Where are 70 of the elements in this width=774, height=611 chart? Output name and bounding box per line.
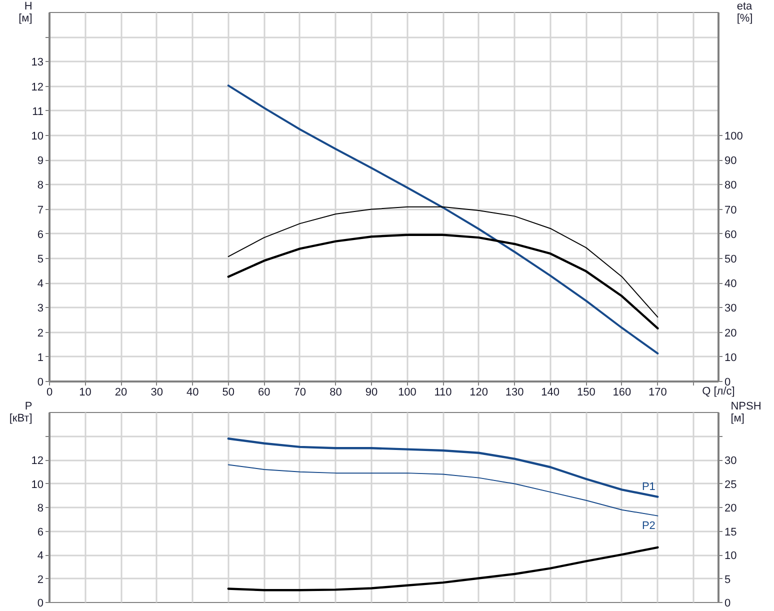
x-tick-label: 70 (294, 386, 306, 398)
y2-tick-label: 60 (724, 228, 737, 241)
y2-tick-label: 20 (724, 502, 737, 514)
y2-tick-label: 15 (724, 526, 737, 538)
y-tick-label: 0 (37, 598, 44, 610)
y2-tick-label: 30 (724, 302, 737, 315)
y-axis-title: H [м] (18, 0, 32, 24)
y2-tick-label: 80 (724, 180, 737, 192)
y2-tick-label: 10 (724, 550, 737, 562)
x-tick-label: 100 (398, 386, 416, 398)
y2-tick-label: 70 (724, 204, 737, 216)
x-tick-label: 0 (46, 386, 53, 398)
x-tick-label: 110 (434, 386, 452, 398)
line-series (228, 206, 658, 318)
y-tick-label: 3 (37, 302, 44, 315)
y2-tick-label: 5 (724, 574, 731, 586)
y-tick-label: 10 (31, 130, 44, 142)
y2-tick-label: 0 (724, 376, 731, 388)
x-tick-label: 170 (648, 386, 667, 398)
x-tick-label: 60 (258, 386, 270, 398)
y-tick-label: 8 (37, 180, 44, 192)
x-tick-label: 10 (79, 386, 92, 398)
y-tick-label: 6 (37, 228, 44, 241)
y-tick-label: 12 (31, 455, 44, 467)
line-series (227, 234, 659, 330)
y-tick-label: 9 (37, 155, 44, 168)
line-series (227, 84, 659, 354)
x-tick-label: 80 (330, 386, 342, 398)
y2-axis-title: eta [%] (736, 0, 754, 24)
y-tick-label: 2 (37, 327, 44, 340)
x-tick-label: 140 (541, 386, 560, 398)
series-label: P2 (642, 520, 656, 532)
x-tick-label: 120 (470, 386, 488, 398)
y-tick-label: 1 (37, 352, 44, 364)
x-tick-label: 30 (150, 386, 163, 398)
line-series (227, 546, 659, 592)
x-tick-label: 50 (222, 386, 235, 398)
y-tick-label: 4 (37, 550, 44, 562)
line-series (227, 438, 659, 498)
y-tick-label: 0 (37, 376, 44, 388)
x-tick-label: 90 (365, 386, 378, 398)
y2-tick-label: 50 (724, 254, 737, 266)
y-tick-label: 4 (37, 278, 44, 290)
y-tick-label: 7 (37, 204, 44, 216)
y-tick-label: 6 (37, 526, 44, 538)
y-tick-label: 8 (37, 502, 44, 514)
y-tick-label: 10 (31, 478, 44, 491)
y2-tick-label: 0 (724, 598, 731, 610)
x-tick-label: 40 (186, 386, 199, 398)
x-tick-label: 150 (576, 386, 596, 398)
y2-tick-label: 20 (724, 327, 737, 340)
y2-tick-label: 90 (724, 155, 737, 168)
y2-tick-label: 40 (724, 278, 737, 290)
y2-axis-title: NPSH [м] (730, 400, 762, 424)
y-tick-label: 12 (31, 81, 44, 94)
series-label: P1 (642, 480, 656, 493)
y-tick-label: 11 (32, 106, 44, 118)
y-tick-label: 5 (37, 254, 44, 266)
y-axis-title: P [кВт] (9, 400, 32, 424)
x-tick-label: 130 (505, 386, 524, 398)
y2-tick-label: 10 (724, 352, 737, 364)
y2-tick-label: 100 (724, 130, 743, 142)
x-tick-label: 20 (114, 386, 128, 398)
y-tick-label: 13 (31, 56, 44, 69)
line-series (228, 464, 658, 516)
y2-tick-label: 25 (724, 478, 737, 491)
y2-tick-label: 30 (724, 455, 737, 467)
x-tick-label: 160 (612, 386, 632, 398)
y-tick-label: 2 (37, 574, 44, 586)
x-axis-title: Q [л/с] (702, 386, 735, 398)
